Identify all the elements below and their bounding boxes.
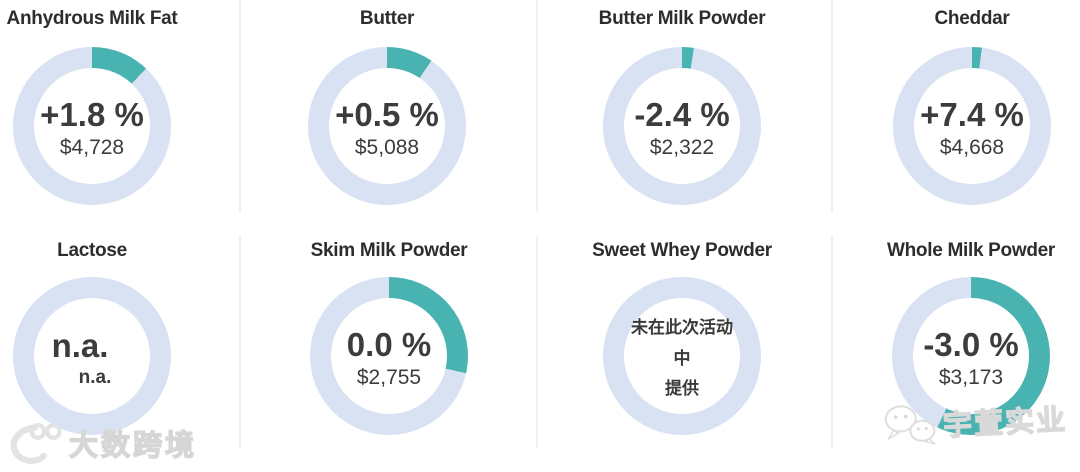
note-line: 未在此次活动 [631,318,733,338]
donut-hole [913,298,1029,414]
change-value: +1.8 % [40,95,144,133]
chart-cell-anhydrous-milk-fat: Anhydrous Milk Fat +1.8 % $4,728 [0,8,185,205]
donut-chart: +1.8 % $4,728 [13,47,171,205]
chart-title: Butter Milk Powder [598,8,766,29]
chart-title: Sweet Whey Powder [592,240,772,261]
donut-hole [34,298,150,414]
note-line: 提供 [665,379,699,399]
chart-cell-lactose: Lactose n.a. n.a. [0,240,185,435]
chart-title: Whole Milk Powder [886,240,1056,261]
chart-title: Skim Milk Powder [310,240,468,261]
column-divider [239,0,241,212]
chart-cell-butter-milk-powder: Butter Milk Powder -2.4 % $2,322 [589,8,775,205]
column-divider [536,0,538,212]
price-value: $2,322 [649,136,715,160]
price-value: $3,173 [938,366,1004,390]
change-value: +0.5 % [335,95,439,133]
chart-cell-butter: Butter +0.5 % $5,088 [294,8,480,205]
price-value: n.a. [78,367,112,389]
price-value: $4,728 [59,136,125,160]
donut-hole [34,68,150,184]
chart-title: Cheddar [934,8,1010,29]
donut-hole [329,68,445,184]
chart-title: Butter [359,8,415,29]
price-value: $4,668 [939,136,1005,160]
donut-chart: n.a. n.a. [13,277,171,435]
donut-hole [624,68,740,184]
note-line: 中 [673,348,691,368]
price-value: $2,755 [356,366,422,390]
column-divider [239,236,241,448]
donut-chart: -2.4 % $2,322 [603,47,761,205]
donut-chart: 未在此次活动 中 提供 [603,277,761,435]
donut-hole [914,68,1030,184]
chart-cell-whole-milk-powder: Whole Milk Powder -3.0 % $3,173 [878,240,1064,435]
chart-cell-cheddar: Cheddar +7.4 % $4,668 [879,8,1065,205]
change-value: n.a. [51,326,109,364]
donut-chart: +0.5 % $5,088 [308,47,466,205]
chart-cell-skim-milk-powder: Skim Milk Powder 0.0 % $2,755 [296,240,482,435]
donut-chart: 0.0 % $2,755 [310,277,468,435]
donut-hole [624,298,740,414]
chart-title: Lactose [57,240,127,261]
donut-chart: +7.4 % $4,668 [893,47,1051,205]
price-value: $5,088 [354,136,420,160]
chart-cell-sweet-whey-powder: Sweet Whey Powder 未在此次活动 中 提供 [589,240,775,435]
change-value: -3.0 % [923,325,1019,363]
chart-title: Anhydrous Milk Fat [6,8,178,29]
column-divider [831,0,833,212]
column-divider [536,236,538,448]
change-value: 0.0 % [346,325,432,363]
donut-hole [331,298,447,414]
not-offered-note: 未在此次活动 中 提供 [631,313,733,405]
donut-chart: -3.0 % $3,173 [892,277,1050,435]
change-value: -2.4 % [634,95,730,133]
change-value: +7.4 % [920,95,1024,133]
column-divider [831,236,833,448]
